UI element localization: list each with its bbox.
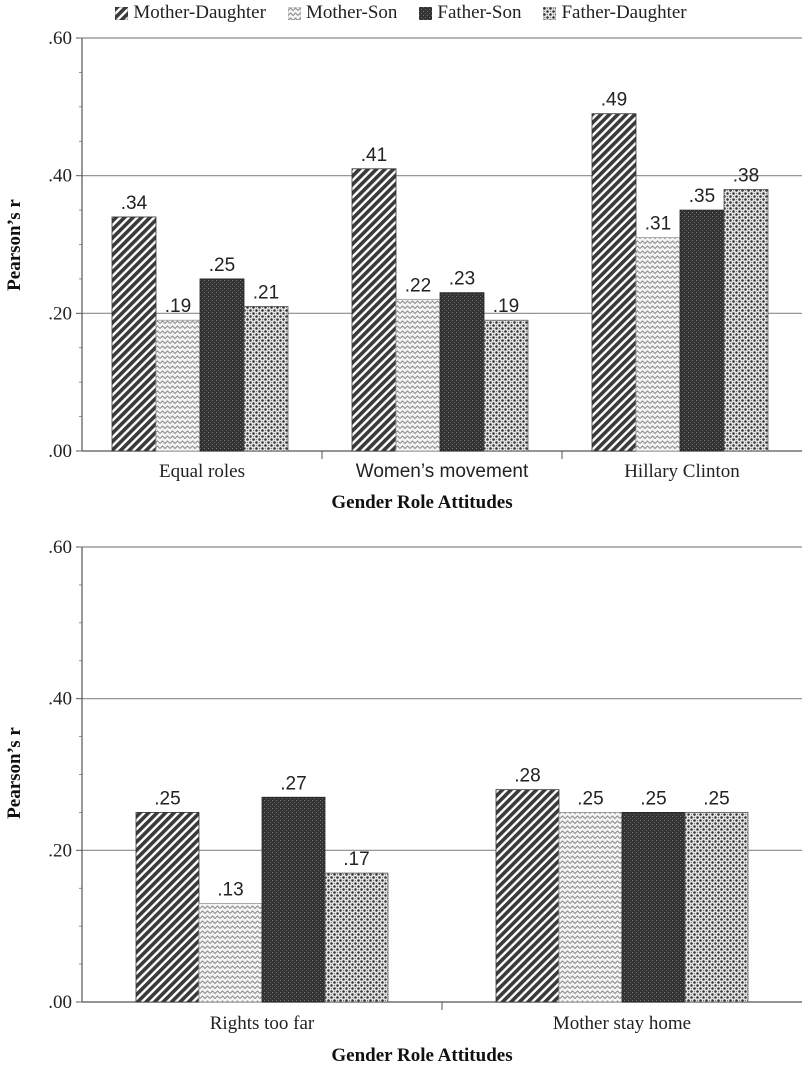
y-tick-label: .40 <box>48 689 72 710</box>
x-axis-title: Gender Role Attitudes <box>331 492 512 513</box>
legend-label: Mother-Son <box>305 2 398 23</box>
bar-value-label: .25 <box>209 255 235 276</box>
x-tick-label: Mother stay home <box>553 1013 691 1034</box>
legend-swatch-mother-daughter <box>115 6 129 20</box>
legend-label: Father-Daughter <box>561 2 687 23</box>
bar-mother-daughter <box>351 168 397 452</box>
bar-mother-daughter <box>135 812 200 1003</box>
bar-mother-daughter <box>495 789 560 1003</box>
bar-value-label: .17 <box>343 849 369 870</box>
bar-mother-son <box>635 237 681 452</box>
x-tick-label: Women’s movement <box>356 461 529 482</box>
bar-father-son <box>621 812 686 1003</box>
bar-father-daughter <box>243 306 289 452</box>
y-tick-label: .60 <box>48 28 72 49</box>
legend-label: Mother-Daughter <box>133 2 266 23</box>
bar-value-label: .35 <box>689 186 715 207</box>
bar-value-label: .41 <box>361 145 387 166</box>
bar-value-label: .25 <box>154 788 180 809</box>
chart-legend: Mother-Daughter Mother-Son Father-Son Fa… <box>0 0 802 26</box>
bar-value-label: .38 <box>733 165 759 186</box>
bar-value-label: .19 <box>165 296 191 317</box>
bar-father-son <box>261 796 326 1003</box>
bar-value-label: .23 <box>449 269 475 290</box>
x-axis-title: Gender Role Attitudes <box>331 1045 512 1066</box>
bar-value-label: .13 <box>217 879 243 900</box>
bar-value-label: .19 <box>493 296 519 317</box>
y-axis-title: Pearson’s r <box>4 727 25 819</box>
legend-item-father-daughter: Father-Daughter <box>543 2 687 24</box>
bar-father-son <box>679 209 725 452</box>
bar-value-label: .22 <box>405 276 431 297</box>
x-tick-label: Equal roles <box>159 461 245 482</box>
bar-father-son <box>199 278 245 452</box>
bar-mother-son <box>558 812 623 1003</box>
bar-father-daughter <box>684 812 749 1003</box>
y-tick-label: .40 <box>48 166 72 187</box>
bar-value-label: .27 <box>280 773 306 794</box>
x-tick-label: Hillary Clinton <box>624 461 740 482</box>
y-tick-label: .60 <box>48 537 72 558</box>
bar-value-label: .21 <box>253 282 279 303</box>
y-axis-title: Pearson’s r <box>4 199 25 291</box>
bar-mother-son <box>198 903 263 1003</box>
bar-mother-daughter <box>591 113 637 452</box>
bar-value-label: .31 <box>645 214 671 235</box>
legend-item-mother-daughter: Mother-Daughter <box>115 2 266 24</box>
bar-value-label: .34 <box>121 193 148 214</box>
legend-item-mother-son: Mother-Son <box>287 2 398 24</box>
bar-father-daughter <box>324 872 389 1003</box>
bar-value-label: .25 <box>640 788 666 809</box>
legend-swatch-mother-son <box>287 6 301 20</box>
bar-mother-son <box>155 319 201 452</box>
legend-item-father-son: Father-Son <box>419 2 521 24</box>
x-tick-label: Rights too far <box>210 1013 315 1034</box>
y-tick-label: .20 <box>48 303 72 324</box>
y-tick-label: .00 <box>48 992 72 1013</box>
bar-father-daughter <box>723 189 769 452</box>
bar-father-son <box>439 292 485 452</box>
legend-swatch-father-son <box>419 6 433 20</box>
bar-father-daughter <box>483 319 529 452</box>
bar-mother-daughter <box>111 216 157 452</box>
bar-value-label: .49 <box>601 90 627 111</box>
bar-value-label: .25 <box>703 788 729 809</box>
legend-label: Father-Son <box>437 2 522 23</box>
bar-mother-son <box>395 299 441 452</box>
bar-value-label: .28 <box>514 766 540 787</box>
y-tick-label: .20 <box>48 840 72 861</box>
y-tick-label: .00 <box>48 441 72 462</box>
legend-swatch-father-daughter <box>543 6 557 20</box>
bar-value-label: .25 <box>577 788 603 809</box>
